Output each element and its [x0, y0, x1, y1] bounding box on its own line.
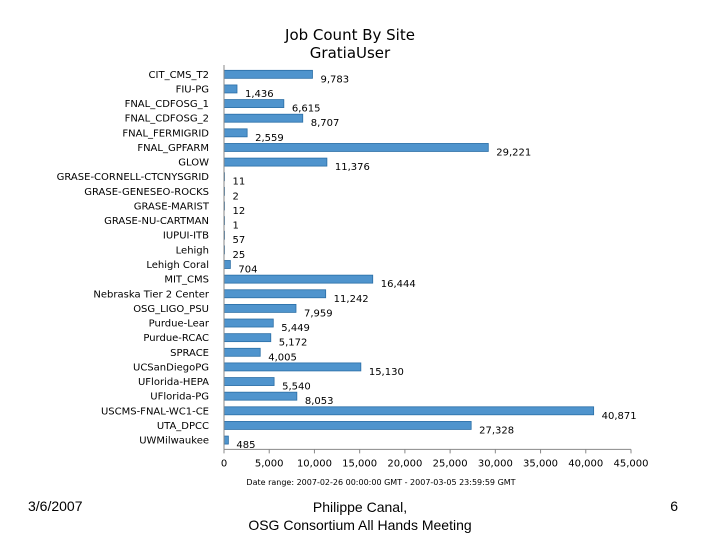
bar: [223, 113, 304, 123]
chart-subtitle: GratiaUser: [310, 44, 391, 62]
value-label: 5,540: [282, 382, 311, 393]
value-label: 2,559: [255, 133, 284, 144]
value-label: 5,449: [281, 323, 310, 334]
category-label: Lehigh: [176, 245, 209, 256]
value-label: 11,376: [335, 162, 370, 173]
category-label: FNAL_FERMIGRID: [122, 128, 209, 139]
bar: [223, 84, 238, 94]
x-tick-label: 45,000: [614, 458, 649, 469]
category-label: IUPUI-ITB: [163, 231, 209, 242]
x-tick-label: 35,000: [523, 458, 558, 469]
value-label: 29,221: [496, 147, 531, 158]
x-tick-label: 25,000: [433, 458, 468, 469]
value-label: 7,959: [304, 308, 333, 319]
category-label: FNAL_CDFOSG_2: [125, 114, 209, 125]
x-tick-label: 15,000: [342, 458, 377, 469]
footer-meeting: OSG Consortium All Hands Meeting: [248, 517, 472, 533]
chart-title: Job Count By Site: [284, 26, 415, 44]
category-label: UWMilwaukee: [139, 436, 209, 447]
category-label: UFlorida-PG: [150, 392, 209, 403]
category-label: FIU-PG: [176, 84, 209, 95]
value-label: 704: [238, 265, 257, 276]
category-label: GRASE-GENESEO-ROCKS: [84, 187, 209, 198]
category-label: UCSanDiegoPG: [133, 362, 209, 373]
footer-author-name: Philippe Canal,: [312, 499, 408, 515]
x-tick-label: 5,000: [255, 458, 284, 469]
value-label: 9,783: [320, 74, 349, 85]
bar: [223, 128, 248, 138]
category-label: Purdue-RCAC: [143, 333, 209, 344]
value-label: 1,436: [245, 89, 274, 100]
category-label: OSG_LIGO_PSU: [133, 304, 209, 315]
x-tick-label: 10,000: [297, 458, 332, 469]
job-count-chart: Job Count By Site GratiaUser CIT_CMS_T2 9…: [57, 26, 649, 487]
value-label: 27,328: [479, 425, 514, 436]
category-label: CIT_CMS_T2: [149, 70, 209, 81]
value-label: 11,242: [334, 294, 369, 305]
footer-page-number: 6: [670, 498, 678, 514]
bar: [223, 69, 313, 79]
value-label: 12: [233, 206, 246, 217]
value-label: 4,005: [268, 352, 297, 363]
value-label: 6,615: [292, 104, 321, 115]
value-label: 485: [236, 440, 255, 451]
value-label: 16,444: [381, 279, 416, 290]
value-label: 15,130: [369, 367, 404, 378]
value-label: 40,871: [602, 411, 637, 422]
category-label: GRASE-MARIST: [134, 201, 210, 212]
axes-group: 0 5,000 10,000 15,000 20,000 25,000 30,000 35,0…: [221, 65, 649, 469]
bar: [223, 362, 362, 372]
category-label: Nebraska Tier 2 Center: [93, 289, 209, 300]
category-label: MIT_CMS: [164, 275, 209, 286]
bar: [223, 377, 275, 386]
x-tick-label: 40,000: [568, 458, 603, 469]
bar: [223, 289, 327, 299]
footer-author: Philippe Canal, OSG Consortium All Hands…: [230, 498, 490, 534]
category-label: UTA_DPCC: [157, 421, 209, 432]
footer-date: 3/6/2007: [28, 498, 83, 514]
bar: [223, 303, 297, 313]
bar: [223, 318, 274, 328]
category-label: Purdue-Lear: [149, 319, 210, 330]
value-label: 1: [233, 221, 239, 232]
bars-group: CIT_CMS_T2 9,783 FIU-PG 1,436 FNAL_CDFOSG_1 6…: [57, 70, 637, 451]
category-label: USCMS-FNAL-WC1-CE: [101, 406, 209, 417]
bar: [223, 260, 231, 269]
value-label: 8,053: [305, 396, 334, 407]
value-label: 2: [233, 191, 239, 202]
category-label: UFlorida-HEPA: [138, 377, 209, 388]
value-label: 25: [233, 250, 246, 261]
value-label: 8,707: [311, 118, 340, 129]
bar: [223, 99, 285, 108]
bar: [223, 406, 595, 416]
category-label: SPRACE: [170, 348, 209, 359]
x-tick-label: 0: [221, 458, 227, 469]
category-label: GRASE-NU-CARTMAN: [104, 216, 209, 227]
x-tick-label: 20,000: [387, 458, 422, 469]
category-label: FNAL_GPFARM: [137, 143, 209, 154]
bar: [223, 347, 261, 357]
value-label: 5,172: [279, 338, 308, 349]
value-label: 57: [233, 235, 246, 246]
bar: [223, 391, 298, 401]
x-tick-label: 30,000: [478, 458, 513, 469]
bar: [223, 274, 374, 284]
category-label: GLOW: [178, 158, 209, 169]
bar: [223, 421, 472, 430]
bar: [223, 435, 229, 445]
date-range-note: Date range: 2007-02-26 00:00:00 GMT - 20…: [246, 478, 515, 487]
category-label: FNAL_CDFOSG_1: [125, 99, 209, 110]
category-label: Lehigh Coral: [146, 260, 209, 271]
bar: [223, 143, 489, 152]
bar: [223, 333, 272, 343]
bar: [223, 157, 328, 167]
value-label: 11: [233, 177, 246, 188]
category-label: GRASE-CORNELL-CTCNYSGRID: [57, 172, 210, 183]
